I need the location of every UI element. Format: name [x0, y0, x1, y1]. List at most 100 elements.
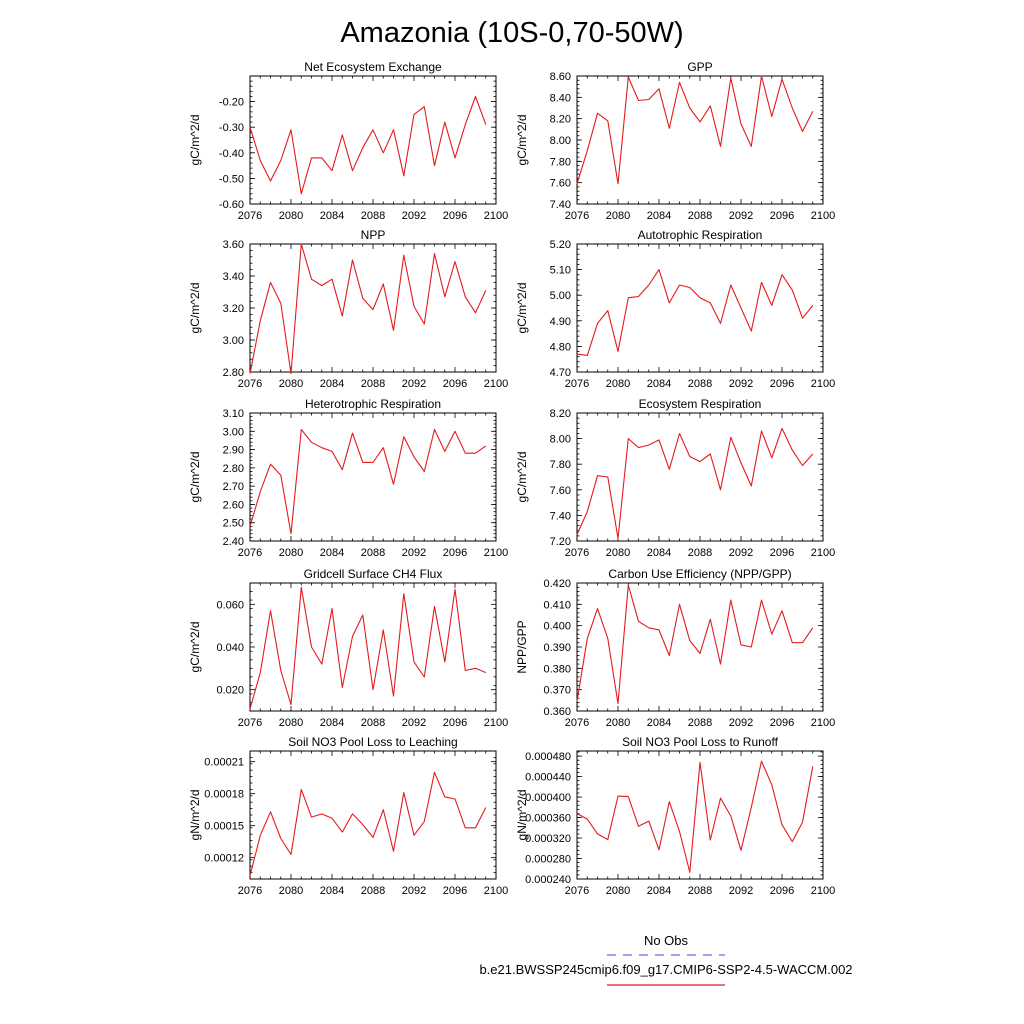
series-line-gpp	[576, 75, 814, 185]
y-tick-label: 3.20	[223, 303, 244, 315]
y-tick-label: 3.00	[223, 426, 244, 438]
y-tick-label: 0.00012	[204, 853, 244, 865]
x-tick-label: 2100	[484, 885, 508, 897]
x-tick-label: 2088	[361, 378, 385, 390]
panel-carbon-use-efficiency-npp-gpp: Carbon Use Efficiency (NPP/GPP) NPP/GPP 20…	[515, 567, 835, 729]
x-tick-label: 2080	[606, 885, 630, 897]
y-tick-label: -0.20	[219, 97, 244, 109]
plot-frame-carbon-use-efficiency-npp-gpp	[576, 582, 824, 712]
plot-frame-ecosystem-respiration	[576, 412, 824, 542]
x-tick-label: 2100	[811, 210, 835, 222]
x-tick-label: 2080	[279, 378, 303, 390]
x-tick-label: 2088	[688, 717, 712, 729]
series-line-gridcell-surface-ch4-flux	[249, 586, 487, 710]
y-tick-label: -0.60	[219, 199, 244, 211]
y-tick-label: 7.40	[550, 199, 571, 211]
series-line-net-ecosystem-exchange	[249, 95, 487, 195]
y-tick-label: 8.40	[550, 92, 571, 104]
y-tick-label: 2.40	[223, 536, 244, 548]
y-tick-label: 0.390	[543, 642, 571, 654]
y-tick-label: 0.000400	[525, 792, 571, 804]
x-tick-label: 2088	[688, 885, 712, 897]
y-axis-label-ecosystem-respiration: gC/m^2/d	[515, 452, 529, 503]
x-tick-label: 2096	[770, 547, 794, 559]
x-tick-label: 2084	[320, 885, 344, 897]
x-tick-label: 2096	[443, 717, 467, 729]
x-tick-label: 2096	[443, 210, 467, 222]
legend-label-run: b.e21.BWSSP245cmip6.f09_g17.CMIP6-SSP2-4…	[479, 962, 852, 977]
panel-title-heterotrophic-respiration: Heterotrophic Respiration	[305, 397, 441, 411]
panel-soil-no3-pool-loss-to-leaching: Soil NO3 Pool Loss to Leaching gN/m^2/d 20…	[188, 735, 508, 897]
x-tick-label: 2080	[279, 547, 303, 559]
series-line-ecosystem-respiration	[576, 427, 814, 539]
x-tick-label: 2088	[361, 885, 385, 897]
y-tick-label: 0.380	[543, 663, 571, 675]
x-tick-label: 2080	[606, 547, 630, 559]
plot-frame-heterotrophic-respiration	[249, 412, 497, 542]
y-tick-label: 0.000440	[525, 772, 571, 784]
y-tick-label: 5.10	[550, 265, 571, 277]
panel-title-net-ecosystem-exchange: Net Ecosystem Exchange	[304, 60, 442, 74]
y-axis-label-soil-no3-pool-loss-to-leaching: gN/m^2/d	[188, 790, 202, 841]
x-tick-label: 2096	[443, 547, 467, 559]
panel-autotrophic-respiration: Autotrophic Respiration gC/m^2/d 2076 2080 2…	[515, 228, 835, 390]
panel-npp: NPP gC/m^2/d 2076 2080 2084 2088 2092 2096 2100 2…	[188, 228, 508, 390]
x-tick-label: 2084	[647, 378, 671, 390]
y-axis-label-autotrophic-respiration: gC/m^2/d	[515, 283, 529, 334]
y-tick-label: 8.00	[550, 434, 571, 446]
plot-frame-gpp	[576, 75, 824, 205]
x-tick-label: 2076	[238, 378, 262, 390]
x-tick-label: 2084	[320, 547, 344, 559]
y-tick-label: 0.360	[543, 706, 571, 718]
y-tick-label: 8.20	[550, 408, 571, 420]
x-tick-label: 2100	[484, 378, 508, 390]
y-tick-label: 0.060	[216, 599, 244, 611]
panel-ecosystem-respiration: Ecosystem Respiration gC/m^2/d 2076 2080 208…	[515, 397, 835, 559]
y-tick-label: 5.00	[550, 290, 571, 302]
y-tick-label: 4.90	[550, 316, 571, 328]
y-tick-label: -0.40	[219, 148, 244, 160]
y-tick-label: 0.000360	[525, 813, 571, 825]
series-line-carbon-use-efficiency-npp-gpp	[576, 584, 814, 705]
x-tick-label: 2096	[443, 378, 467, 390]
series-line-heterotrophic-respiration	[249, 428, 487, 535]
x-tick-label: 2096	[770, 717, 794, 729]
y-tick-label: 0.400	[543, 621, 571, 633]
plot-frame-net-ecosystem-exchange	[249, 75, 497, 205]
y-tick-label: 7.80	[550, 156, 571, 168]
y-tick-label: 0.020	[216, 685, 244, 697]
x-tick-label: 2084	[647, 210, 671, 222]
y-tick-label: 2.60	[223, 499, 244, 511]
y-tick-label: 0.410	[543, 599, 571, 611]
x-tick-label: 2092	[729, 378, 753, 390]
x-tick-label: 2080	[606, 717, 630, 729]
x-tick-label: 2076	[238, 717, 262, 729]
x-tick-label: 2092	[729, 885, 753, 897]
panel-title-gpp: GPP	[687, 60, 712, 74]
x-tick-label: 2076	[565, 378, 589, 390]
plot-frame-npp	[249, 243, 497, 373]
panel-title-soil-no3-pool-loss-to-runoff: Soil NO3 Pool Loss to Runoff	[622, 735, 779, 749]
x-tick-label: 2096	[770, 885, 794, 897]
y-tick-label: 3.00	[223, 335, 244, 347]
panel-title-ecosystem-respiration: Ecosystem Respiration	[639, 397, 762, 411]
panel-soil-no3-pool-loss-to-runoff: Soil NO3 Pool Loss to Runoff gN/m^2/d 2076…	[515, 735, 835, 897]
x-tick-label: 2084	[647, 885, 671, 897]
x-tick-label: 2076	[565, 717, 589, 729]
y-tick-label: 0.000280	[525, 854, 571, 866]
x-tick-label: 2088	[688, 378, 712, 390]
x-tick-label: 2092	[729, 717, 753, 729]
y-tick-label: 0.040	[216, 642, 244, 654]
y-tick-label: 2.80	[223, 463, 244, 475]
y-tick-label: -0.30	[219, 122, 244, 134]
x-tick-label: 2096	[770, 210, 794, 222]
y-tick-label: 8.00	[550, 135, 571, 147]
x-tick-label: 2076	[238, 885, 262, 897]
x-tick-label: 2100	[811, 717, 835, 729]
panels-group: Net Ecosystem Exchange gC/m^2/d 2076 2080 20…	[188, 60, 835, 897]
x-tick-label: 2092	[402, 717, 426, 729]
y-tick-label: 0.420	[543, 578, 571, 590]
x-tick-label: 2092	[402, 547, 426, 559]
panel-title-gridcell-surface-ch4-flux: Gridcell Surface CH4 Flux	[304, 567, 443, 581]
x-tick-label: 2100	[484, 717, 508, 729]
